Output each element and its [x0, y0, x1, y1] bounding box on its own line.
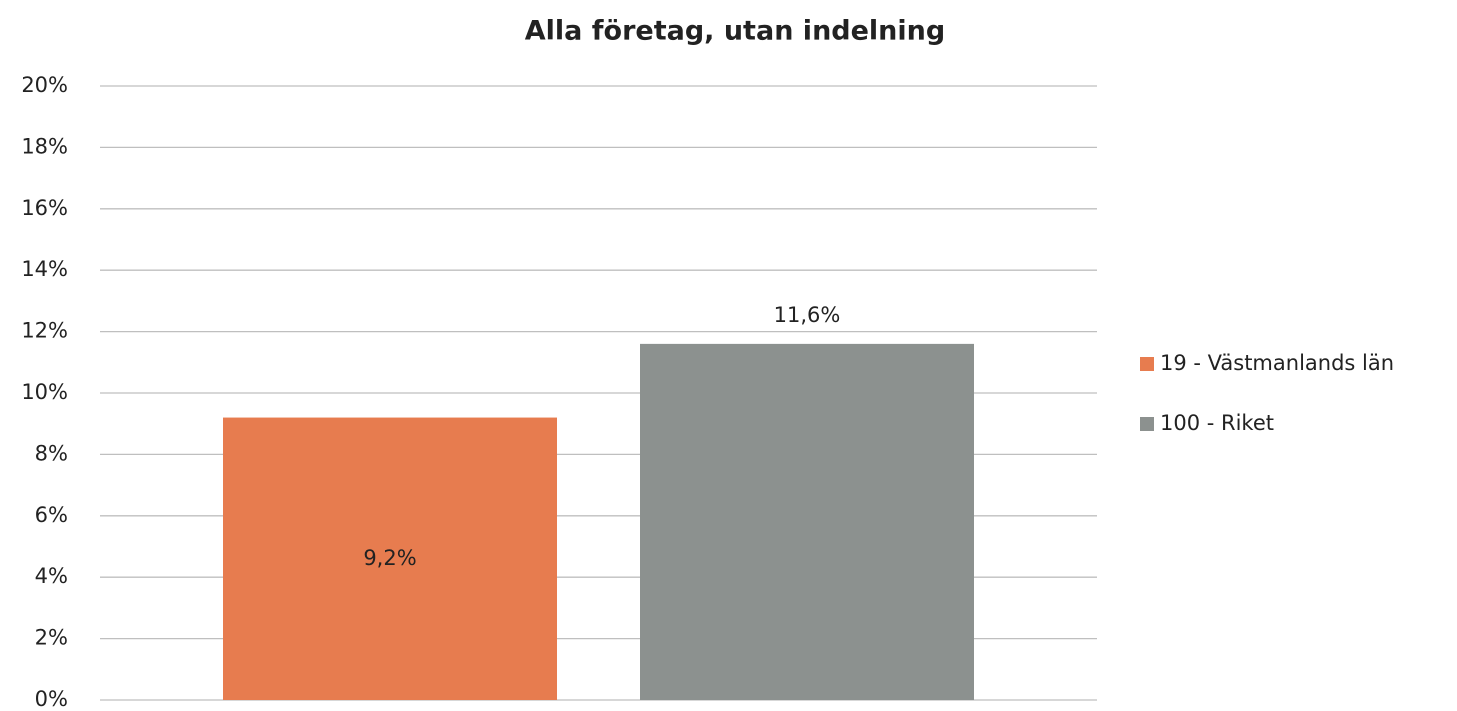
legend-swatch [1140, 357, 1154, 371]
bar [223, 417, 557, 700]
y-tick-label: 18% [21, 134, 68, 158]
y-tick-label: 20% [21, 73, 68, 97]
y-tick-label: 0% [35, 687, 68, 711]
y-tick-label: 16% [21, 196, 68, 220]
y-tick-label: 12% [21, 319, 68, 343]
y-tick-label: 2% [35, 626, 68, 650]
y-tick-label: 4% [35, 564, 68, 588]
data-label: 9,2% [363, 546, 416, 570]
y-tick-label: 6% [35, 503, 68, 527]
legend-label: 19 - Västmanlands län [1160, 351, 1394, 375]
chart-title: Alla företag, utan indelning [525, 16, 945, 47]
y-tick-label: 8% [35, 441, 68, 465]
data-label: 11,6% [774, 303, 841, 327]
legend-swatch [1140, 417, 1154, 431]
y-tick-label: 14% [21, 257, 68, 281]
y-tick-label: 10% [21, 380, 68, 404]
bar [640, 343, 974, 700]
legend-label: 100 - Riket [1160, 411, 1274, 435]
